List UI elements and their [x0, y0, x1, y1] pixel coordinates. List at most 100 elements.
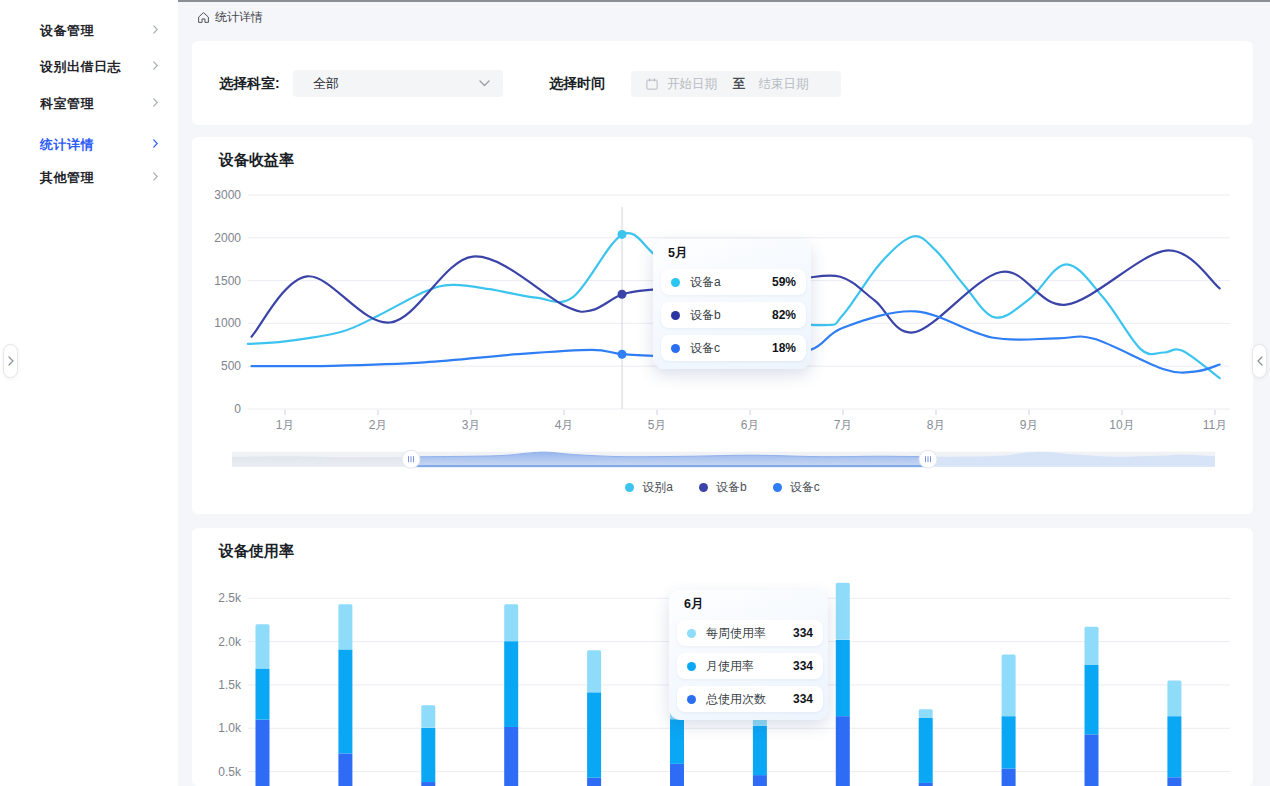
- dept-select[interactable]: 全部: [293, 70, 503, 97]
- bar-segment-0: [670, 764, 684, 786]
- bar-segment-1: [338, 649, 352, 753]
- time-filter-label: 选择时间: [549, 75, 605, 93]
- sidebar-item-0[interactable]: 设备管理: [0, 19, 178, 41]
- calendar-icon: [646, 78, 658, 90]
- chevron-down-icon: [479, 80, 490, 87]
- tooltip-series-dot: [687, 662, 696, 671]
- tooltip-series-dot: [671, 278, 680, 287]
- bar-segment-2: [836, 583, 850, 640]
- legend-label: 设备b: [716, 479, 747, 496]
- marker-dot: [618, 350, 627, 359]
- legend-item-0[interactable]: 设别a: [625, 479, 673, 496]
- bar-segment-2: [919, 709, 933, 718]
- y-axis-label: 2.0k: [218, 635, 242, 649]
- tooltip-title: 6月: [684, 596, 823, 613]
- bar-segment-0: [836, 716, 850, 786]
- chevron-left-icon: [1257, 356, 1263, 366]
- y-axis-label: 0: [234, 402, 241, 416]
- tooltip-series-value: 59%: [772, 275, 796, 289]
- sidebar-item-1[interactable]: 设别出借日志: [0, 55, 178, 77]
- bar-segment-0: [1167, 777, 1181, 786]
- tooltip-series-dot: [671, 344, 680, 353]
- bar-segment-1: [1002, 716, 1016, 768]
- tooltip-row: 设备a 59%: [661, 269, 806, 295]
- legend-dot: [773, 483, 782, 492]
- x-axis-label: 1月: [276, 418, 295, 432]
- x-axis-label: 7月: [834, 418, 853, 432]
- marker-dot: [618, 290, 627, 299]
- bar-segment-0: [256, 720, 270, 786]
- bar-segment-0: [504, 727, 518, 786]
- chevron-right-icon: [153, 25, 158, 34]
- tooltip-series-value: 334: [793, 692, 813, 706]
- bar-segment-2: [338, 604, 352, 649]
- y-axis-label: 3000: [214, 188, 241, 202]
- tooltip-row: 设备c18%: [661, 335, 806, 361]
- y-axis-label: 2.5k: [218, 591, 242, 605]
- sidebar-item-label: 设备管理: [40, 22, 94, 40]
- filter-card: 选择科室: 全部 选择时间 开始日期 至 结束日期: [192, 41, 1253, 125]
- dept-select-value: 全部: [313, 75, 339, 93]
- x-axis-label: 6月: [741, 418, 760, 432]
- chevron-right-icon: [153, 172, 158, 181]
- tooltip-row: 设备b 82%: [661, 302, 806, 328]
- chevron-right-icon: [8, 356, 14, 366]
- dept-filter-label: 选择科室:: [219, 75, 280, 93]
- bar-segment-2: [1085, 627, 1099, 665]
- tooltip-series-label: 月使用率: [706, 658, 754, 675]
- chart-legend: 设别a 设备b 设备c: [192, 479, 1253, 496]
- sidebar-item-3[interactable]: 统计详情: [0, 133, 178, 155]
- tooltip-series-dot: [671, 311, 680, 320]
- sidebar-item-4[interactable]: 其他管理: [0, 166, 178, 188]
- tooltip-series-value: 82%: [772, 308, 796, 322]
- tooltip-series-value: 18%: [772, 341, 796, 355]
- bar-segment-0: [753, 775, 767, 786]
- bar-segment-0: [1002, 769, 1016, 786]
- chevron-right-icon: [153, 98, 158, 107]
- x-axis-label: 8月: [927, 418, 946, 432]
- panel-collapse-button[interactable]: [1252, 344, 1267, 378]
- x-axis-label: 3月: [462, 418, 481, 432]
- bar-segment-0: [338, 753, 352, 786]
- y-axis-label: 1.0k: [218, 721, 242, 735]
- sidebar-expand-button[interactable]: [3, 344, 18, 378]
- bar-segment-1: [587, 692, 601, 777]
- bar-segment-2: [1002, 655, 1016, 717]
- breadcrumb: 统计详情: [197, 9, 263, 25]
- end-date-placeholder[interactable]: 结束日期: [759, 76, 809, 93]
- sidebar: 设备管理设别出借日志科室管理统计详情其他管理: [0, 0, 178, 786]
- date-to-label: 至: [733, 76, 746, 93]
- bar-segment-2: [1167, 681, 1181, 717]
- sidebar-item-2[interactable]: 科室管理: [0, 92, 178, 114]
- start-date-placeholder[interactable]: 开始日期: [667, 76, 717, 93]
- legend-item-1[interactable]: 设备b: [699, 479, 747, 496]
- tooltip-series-label: 设备b: [690, 307, 721, 324]
- revenue-tooltip: 5月 设备a 59% 设备b 82% 设备c18%: [653, 239, 811, 369]
- legend-item-2[interactable]: 设备c: [773, 479, 820, 496]
- x-axis-label: 4月: [555, 418, 574, 432]
- x-axis-label: 10月: [1109, 418, 1134, 432]
- sidebar-item-label: 科室管理: [40, 95, 94, 113]
- date-range-picker[interactable]: 开始日期 至 结束日期: [631, 71, 841, 97]
- x-axis-label: 5月: [648, 418, 667, 432]
- home-icon: [197, 11, 210, 24]
- chevron-right-icon: [153, 139, 158, 148]
- bar-segment-1: [1085, 665, 1099, 735]
- legend-label: 设别a: [642, 479, 673, 496]
- bar-segment-1: [836, 640, 850, 716]
- sidebar-item-label: 其他管理: [40, 169, 94, 187]
- bar-segment-1: [670, 719, 684, 764]
- legend-dot: [625, 483, 634, 492]
- sidebar-item-label: 设别出借日志: [40, 58, 121, 76]
- y-axis-label: 0.5k: [218, 765, 242, 779]
- y-axis-label: 2000: [214, 231, 241, 245]
- y-axis-label: 500: [221, 359, 241, 373]
- y-axis-label: 1000: [214, 316, 241, 330]
- bar-segment-1: [421, 728, 435, 782]
- tooltip-series-label: 设备a: [690, 274, 721, 291]
- tooltip-title: 5月: [668, 245, 806, 262]
- bar-segment-1: [1167, 716, 1181, 777]
- marker-dot: [618, 230, 627, 239]
- bar-segment-1: [504, 641, 518, 727]
- bar-segment-2: [587, 650, 601, 692]
